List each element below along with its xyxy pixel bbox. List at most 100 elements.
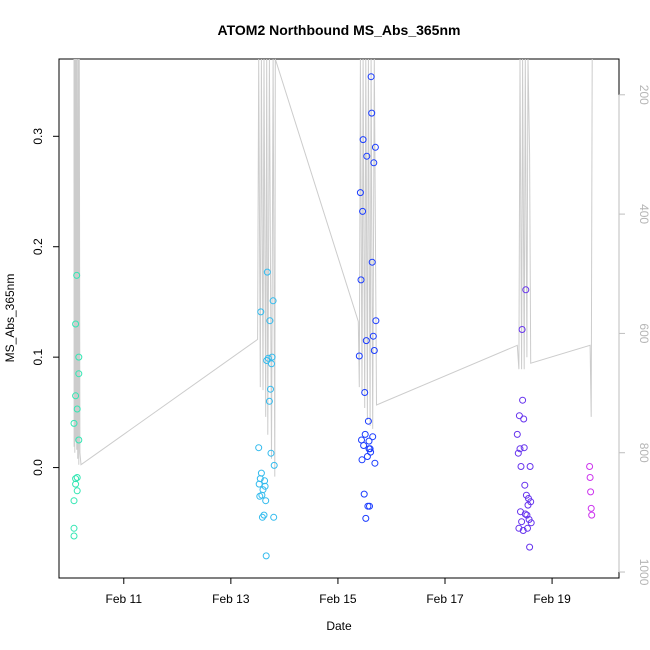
data-point <box>255 480 263 488</box>
data-point <box>75 436 83 444</box>
data-point <box>264 354 272 362</box>
data-point <box>262 552 270 560</box>
data-point <box>73 271 81 279</box>
data-point <box>586 463 594 470</box>
x-tick-label: Feb 11 <box>106 592 143 606</box>
data-point <box>515 412 523 420</box>
data-point <box>526 463 534 470</box>
x-tick-label: Feb 15 <box>319 592 357 606</box>
gray-line-series <box>73 58 593 477</box>
data-point <box>516 445 524 453</box>
data-point <box>257 308 265 316</box>
data-point <box>263 268 271 276</box>
data-point <box>268 360 275 368</box>
gray-trace-line <box>73 58 593 477</box>
data-point <box>258 513 266 521</box>
data-point <box>255 444 263 452</box>
y-tick-label: 0.3 <box>31 128 45 145</box>
data-point <box>72 320 80 328</box>
data-point <box>367 73 375 81</box>
x-axis-label: Date <box>326 619 352 633</box>
data-point <box>361 430 369 438</box>
data-point <box>265 397 273 405</box>
data-point <box>259 486 267 494</box>
data-point <box>73 474 81 481</box>
data-point <box>263 357 271 364</box>
data-point <box>72 475 80 483</box>
data-point <box>357 276 365 284</box>
data-point <box>70 497 78 505</box>
data-point <box>522 286 530 294</box>
data-point <box>359 136 367 144</box>
data-point <box>519 396 527 404</box>
right-axis: 200 400 600 800 1000 <box>618 85 650 586</box>
data-point <box>521 510 529 518</box>
data-point <box>371 143 379 151</box>
data-point <box>257 469 265 477</box>
data-point <box>261 482 269 490</box>
data-point <box>267 385 274 393</box>
x-axis: Feb 11 Feb 13 Feb 15 Feb 17 Feb 19 <box>106 578 571 606</box>
data-point <box>270 461 278 469</box>
data-point <box>588 511 596 519</box>
data-point <box>586 474 594 481</box>
data-point <box>369 332 377 340</box>
data-point <box>527 519 535 527</box>
right-tick-label: 800 <box>637 443 650 463</box>
data-point <box>517 463 525 470</box>
data-point <box>521 481 529 489</box>
data-point <box>356 189 364 197</box>
data-point <box>513 430 521 438</box>
data-point <box>363 152 371 160</box>
data-point <box>368 258 376 266</box>
y-axis-label: MS_Abs_365nm <box>3 274 17 363</box>
right-tick-label: 400 <box>637 204 650 224</box>
data-point <box>364 417 372 425</box>
data-point <box>70 532 78 540</box>
data-point <box>73 487 81 495</box>
data-point <box>587 504 595 512</box>
right-tick-label: 1000 <box>637 559 650 586</box>
data-point <box>258 491 266 499</box>
data-point <box>518 518 526 526</box>
data-point <box>518 326 526 333</box>
data-point <box>262 497 270 505</box>
y-axis: 0.0 0.1 0.2 0.3 <box>31 128 59 476</box>
chart-title: ATOM2 Northbound MS_Abs_365nm <box>218 22 461 38</box>
data-point <box>515 524 523 532</box>
data-point <box>266 317 274 325</box>
data-point <box>370 159 378 167</box>
data-point <box>260 511 268 519</box>
data-point <box>587 488 595 496</box>
data-point <box>366 502 373 510</box>
data-point <box>369 433 377 441</box>
data-points <box>70 73 596 560</box>
data-point <box>70 524 78 532</box>
data-point <box>360 490 368 498</box>
data-point <box>360 442 368 449</box>
data-point <box>365 445 373 453</box>
data-point <box>72 392 80 400</box>
data-point <box>267 449 275 457</box>
y-tick-label: 0.2 <box>31 238 45 255</box>
data-point <box>269 297 277 305</box>
data-point <box>367 448 375 456</box>
y-tick-label: 0.1 <box>31 348 45 365</box>
data-point <box>361 389 369 396</box>
data-point <box>365 437 373 445</box>
data-point <box>372 317 380 325</box>
x-tick-label: Feb 17 <box>426 592 464 606</box>
data-point <box>519 527 527 534</box>
data-point <box>524 524 531 532</box>
data-point <box>268 353 276 361</box>
data-point <box>371 459 379 467</box>
data-point <box>355 352 363 360</box>
data-point <box>75 370 83 378</box>
data-point <box>370 347 378 354</box>
data-point <box>526 543 534 551</box>
right-tick-label: 600 <box>637 323 650 343</box>
x-tick-label: Feb 13 <box>212 592 250 606</box>
data-point <box>359 207 367 215</box>
data-point <box>75 353 83 361</box>
